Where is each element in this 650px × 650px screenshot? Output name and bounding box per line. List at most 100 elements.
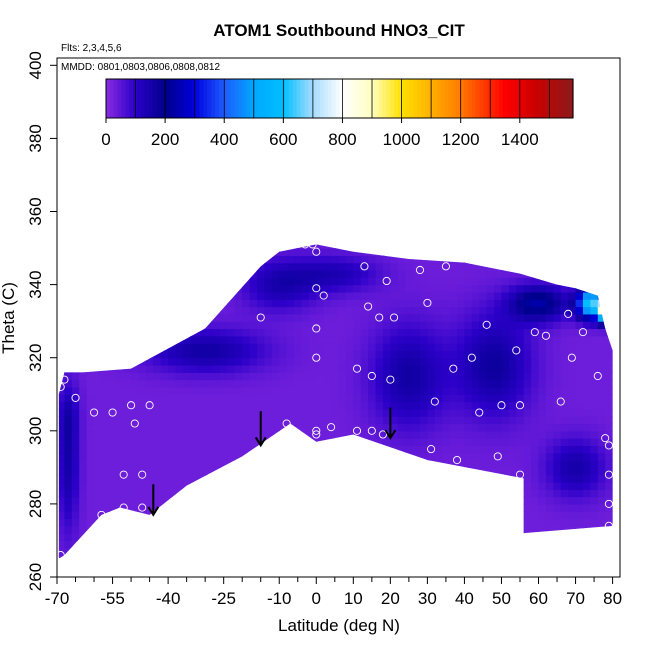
heatmap-cell (168, 299, 177, 308)
heatmap-cell (316, 562, 324, 570)
heatmap-cell (168, 321, 177, 330)
heatmap-cell (301, 570, 309, 578)
heatmap-cell (79, 570, 87, 578)
heatmap-cell (353, 555, 362, 559)
heatmap-cell (345, 496, 354, 505)
heatmap-cell (190, 540, 199, 549)
heatmap-cell (501, 372, 510, 381)
heatmap-cell (301, 533, 310, 542)
heatmap-cell (160, 284, 169, 293)
heatmap-cell (464, 467, 473, 476)
heatmap-cell (539, 570, 547, 578)
heatmap-cell (338, 452, 347, 461)
heatmap-cell (86, 244, 95, 249)
heatmap-cell (234, 357, 243, 366)
heatmap-cell (257, 540, 266, 549)
heatmap-cell (368, 372, 377, 381)
heatmap-cell (368, 540, 377, 549)
heatmap-cell (553, 503, 562, 512)
heatmap-cell (116, 423, 125, 432)
heatmap-cell (434, 291, 443, 300)
heatmap-cell (323, 408, 332, 417)
colorbar-segment (382, 79, 387, 118)
heatmap-cell (353, 533, 362, 542)
heatmap-cell (71, 540, 80, 549)
heatmap-cell (153, 547, 162, 556)
heatmap-cell (405, 496, 414, 505)
heatmap-cell (286, 248, 295, 256)
heatmap-cell (175, 306, 184, 315)
heatmap-cell (523, 467, 532, 476)
heatmap-cell (590, 408, 599, 417)
heatmap-cell (131, 503, 140, 512)
heatmap-cell (508, 255, 517, 264)
heatmap-cell (271, 438, 280, 447)
heatmap-cell (613, 409, 621, 417)
heatmap-cell (531, 244, 540, 249)
heatmap-cell (227, 445, 236, 454)
heatmap-cell (434, 467, 443, 476)
heatmap-cell (390, 321, 399, 330)
heatmap-cell (345, 518, 354, 527)
heatmap-cell (64, 313, 73, 322)
arrow-head (147, 506, 160, 517)
heatmap-cell (508, 343, 517, 351)
heatmap-cell (390, 313, 399, 322)
heatmap-cell (294, 372, 303, 381)
heatmap-cell (190, 525, 199, 534)
heatmap-cell (71, 547, 80, 556)
heatmap-cell (494, 503, 503, 512)
heatmap-cell (294, 430, 303, 439)
heatmap-cell (279, 226, 287, 234)
heatmap-cell (242, 570, 250, 578)
heatmap-cell (471, 474, 480, 483)
heatmap-cell (471, 379, 480, 388)
heatmap-cell (101, 365, 110, 373)
heatmap-cell (138, 394, 147, 403)
heatmap-cell (405, 540, 414, 549)
heatmap-cell (397, 244, 406, 249)
heatmap-cell (560, 401, 569, 410)
heatmap-cell (471, 430, 480, 439)
heatmap-cell (160, 335, 169, 344)
heatmap-cell (545, 357, 554, 366)
heatmap-cell (301, 467, 310, 476)
heatmap-cell (560, 321, 569, 330)
heatmap-cell (613, 299, 621, 307)
heatmap-cell (538, 445, 547, 454)
heatmap-cell (249, 503, 258, 512)
heatmap-cell (264, 379, 273, 388)
heatmap-cell (72, 570, 80, 578)
heatmap-cell (264, 335, 273, 344)
heatmap-cell (264, 474, 273, 483)
heatmap-cell (271, 533, 280, 542)
heatmap-cell (597, 503, 606, 512)
heatmap-cell (323, 335, 332, 344)
heatmap-cell (249, 248, 258, 256)
heatmap-cell (501, 328, 510, 337)
heatmap-cell (131, 452, 140, 461)
heatmap-cell (449, 489, 458, 498)
heatmap-cell (597, 343, 606, 351)
heatmap-cell (345, 306, 354, 315)
heatmap-cell (472, 570, 480, 578)
heatmap-cell (324, 233, 332, 241)
heatmap-cell (375, 335, 384, 344)
colorbar-segment (553, 79, 559, 118)
heatmap-cell (412, 313, 421, 322)
heatmap-cell (79, 313, 88, 322)
heatmap-cell (331, 357, 340, 366)
heatmap-cell (242, 445, 251, 454)
heatmap-cell (516, 299, 525, 308)
heatmap-cell (434, 379, 443, 388)
heatmap-cell (308, 460, 317, 468)
heatmap-cell (79, 481, 88, 490)
heatmap-cell (212, 379, 221, 388)
heatmap-cell (101, 570, 109, 578)
heatmap-cell (434, 460, 443, 468)
heatmap-cell (464, 328, 473, 337)
heatmap-cell (71, 306, 80, 315)
observation-point (604, 441, 613, 450)
heatmap-cell (323, 372, 332, 381)
heatmap-cell (279, 540, 288, 549)
